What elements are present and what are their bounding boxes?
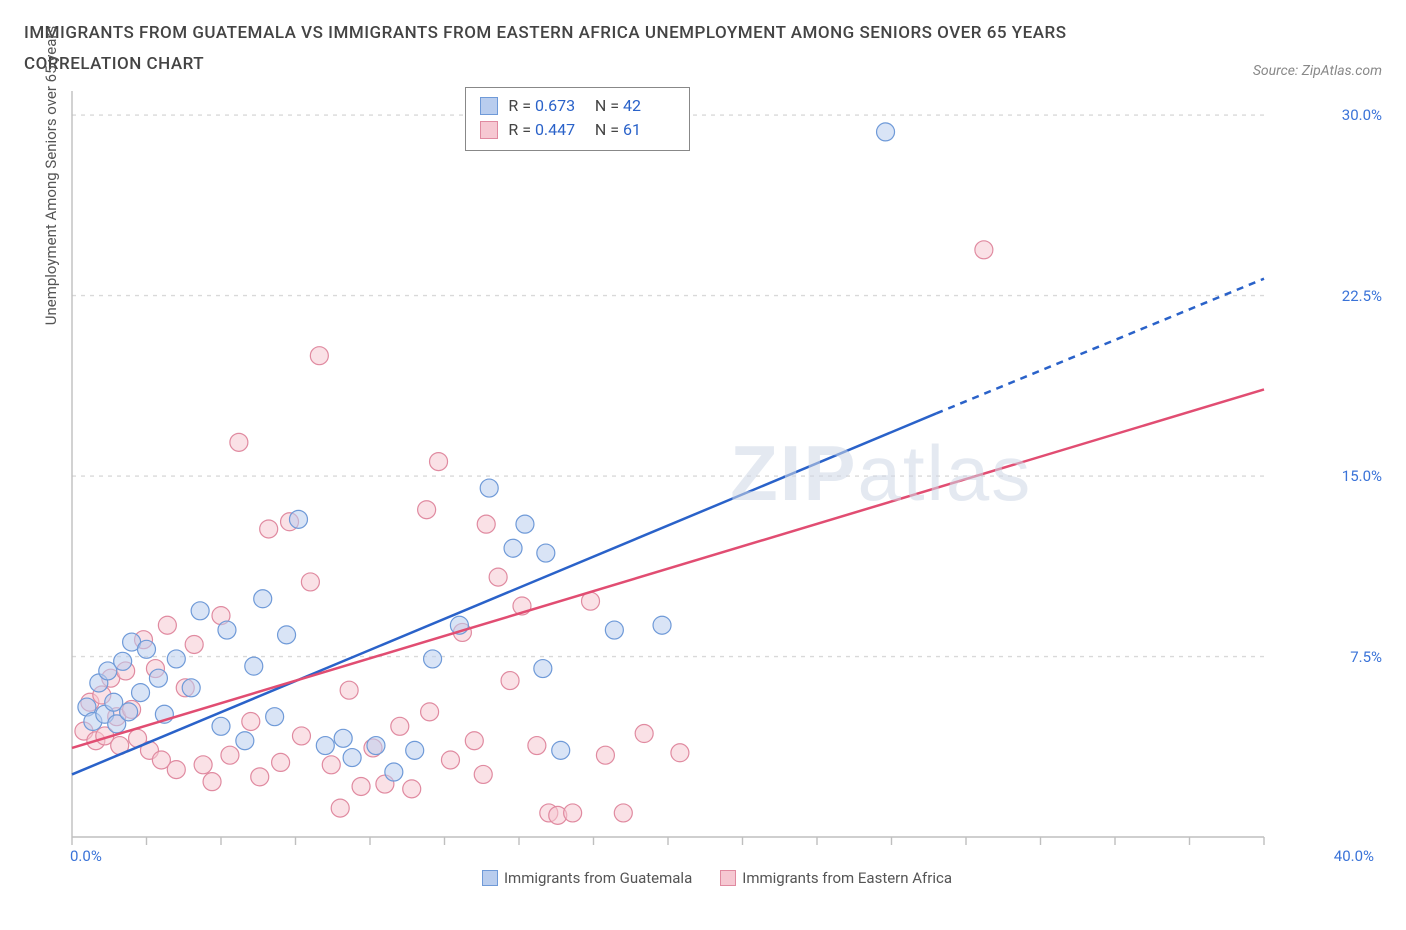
y-tick-label: 22.5% [1342,287,1382,305]
y-tick-label: 30.0% [1342,106,1382,124]
source-label: Source: ZipAtlas.com [1253,63,1382,79]
legend-swatch-eafrica [720,870,736,886]
y-tick-label: 7.5% [1350,648,1382,666]
series-legend: Immigrants from Guatemala Immigrants from… [24,869,1382,887]
scatter-chart [24,85,1334,865]
legend-swatch-guatemala [482,870,498,886]
legend-label-eafrica: Immigrants from Eastern Africa [742,869,952,887]
chart-container: Unemployment Among Seniors over 65 years… [24,85,1382,865]
correlation-legend: R = 0.673 N = 42R = 0.447 N = 61 [465,87,690,151]
page-title-line1: IMMIGRANTS FROM GUATEMALA VS IMMIGRANTS … [24,18,1067,49]
y-tick-label: 15.0% [1342,467,1382,485]
x-axis-start-label: 0.0% [70,847,102,865]
x-axis-end-label: 40.0% [1334,847,1374,865]
corr-row-guatemala: R = 0.673 N = 42 [480,94,675,118]
y-axis-label: Unemployment Among Seniors over 65 years [42,26,60,325]
legend-label-guatemala: Immigrants from Guatemala [504,869,692,887]
corr-row-eafrica: R = 0.447 N = 61 [480,118,675,142]
page-title-line2: CORRELATION CHART [24,49,1067,80]
